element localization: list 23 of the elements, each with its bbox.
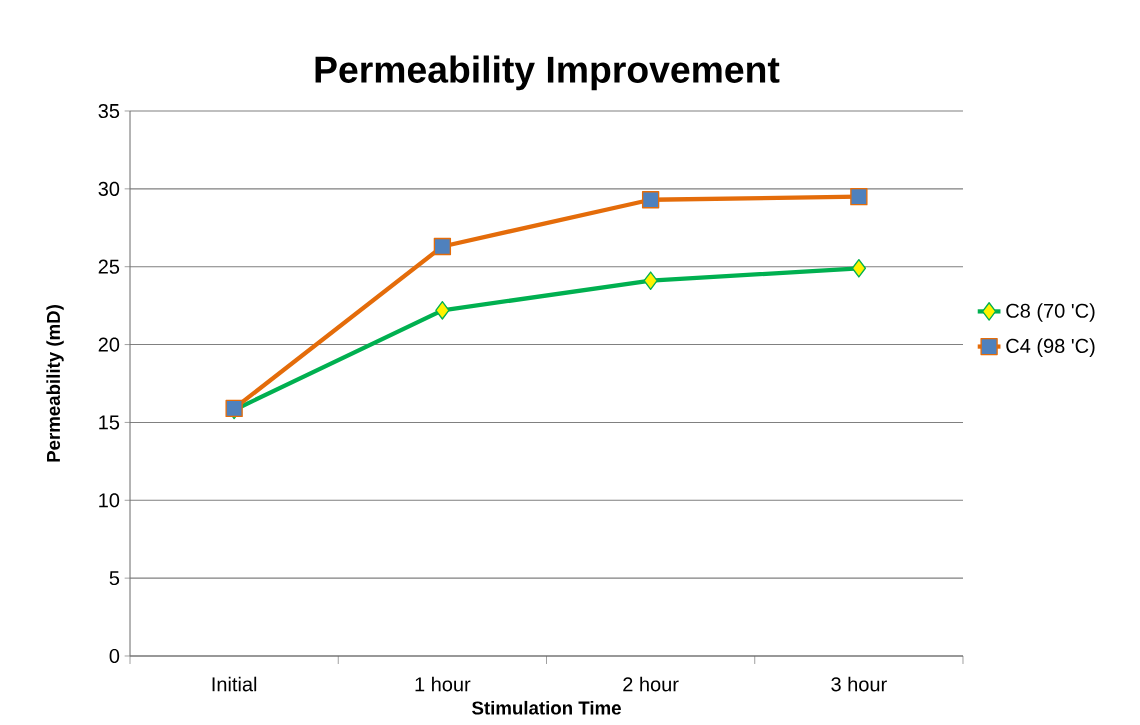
x-tick-label: 3 hour <box>831 676 887 692</box>
chart-title: Permeability Improvement <box>315 55 780 91</box>
point <box>435 300 450 320</box>
point <box>433 237 452 256</box>
y-axis-title: Permeability (mD) <box>46 305 64 462</box>
y-tick-label: 25 <box>98 259 120 274</box>
point <box>643 271 658 291</box>
y-tick-label: 15 <box>99 415 120 430</box>
y-tick-label: 35 <box>98 103 120 119</box>
x-axis-title: Stimulation Time <box>472 700 621 715</box>
point <box>851 258 867 278</box>
y-tick-label: 5 <box>109 571 120 586</box>
y-tick-label: 30 <box>98 181 120 196</box>
x-tick-label: Initial <box>212 676 257 692</box>
x-tick-label: 1 hour <box>415 676 471 692</box>
point <box>641 191 660 209</box>
legend-label: C4 (98 'C) <box>1006 338 1095 357</box>
y-tick-label: 10 <box>99 493 120 508</box>
point <box>850 187 868 206</box>
y-tick-label: 0 <box>109 648 120 664</box>
legend-label: C8 (70 'C) <box>1006 303 1095 322</box>
x-tick-label: 2 hour <box>623 676 679 692</box>
y-tick-label: 20 <box>98 337 120 352</box>
